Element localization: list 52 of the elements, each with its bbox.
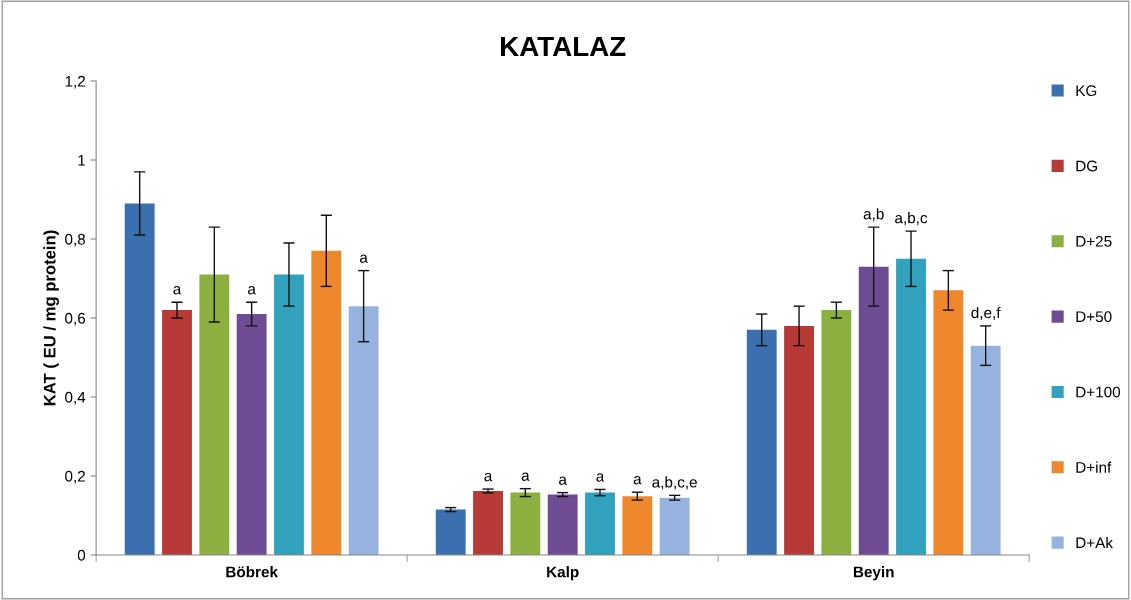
bar [124,203,155,555]
legend-label: D+50 [1076,311,1112,323]
bar [274,274,304,555]
legend-label: KG [1076,85,1097,97]
bar [236,314,267,555]
bar [896,258,926,555]
data-label: a [173,286,182,295]
bar [311,250,342,555]
legend-label: DG [1076,160,1097,172]
y-tick-label: 1,2 [65,75,85,89]
data-label: a [596,473,605,482]
data-label: a [559,476,567,485]
bar [547,494,578,555]
data-label: a [360,254,368,263]
x-tick-label: Böbrek [226,566,278,578]
bar [473,491,503,555]
x-tick-label: Kalp [547,566,579,581]
bar [933,290,964,555]
bar [659,497,690,555]
y-tick-label: 1 [78,155,85,166]
data-label: d,e,f [971,306,1001,320]
data-label: a [484,472,493,482]
legend-label: D+Ak [1076,536,1114,549]
bar [199,274,230,555]
y-tick-label: 0,2 [65,470,85,484]
y-tick-label: 0 [77,549,86,561]
bar [746,329,777,555]
legend-label: D+25 [1076,235,1112,247]
x-tick-label: Beyin [853,566,894,581]
bar [858,266,889,555]
bar [585,492,615,555]
data-label: a [248,286,256,295]
legend-label: D+100 [1076,386,1121,398]
y-tick-label: 0,6 [65,312,86,326]
bar [784,325,814,555]
bar [510,492,541,555]
bar [162,310,192,555]
y-tick-label: 0,4 [65,391,86,405]
chart-title: KATALAZ [501,36,626,56]
bar [348,306,379,555]
y-tick-label: 0,8 [65,233,86,247]
bar [622,496,653,555]
bar [821,310,852,555]
bar [435,509,466,555]
data-label: a,b,c,e [652,476,697,490]
bar [970,345,1001,555]
data-label: a,b,c [895,212,928,226]
data-label: a,b [863,208,884,222]
data-label: a [521,472,530,481]
y-axis-title: KAT ( EU / mg protein) [43,230,59,406]
data-label: a [633,476,642,485]
legend-label: D+inf [1076,461,1112,473]
